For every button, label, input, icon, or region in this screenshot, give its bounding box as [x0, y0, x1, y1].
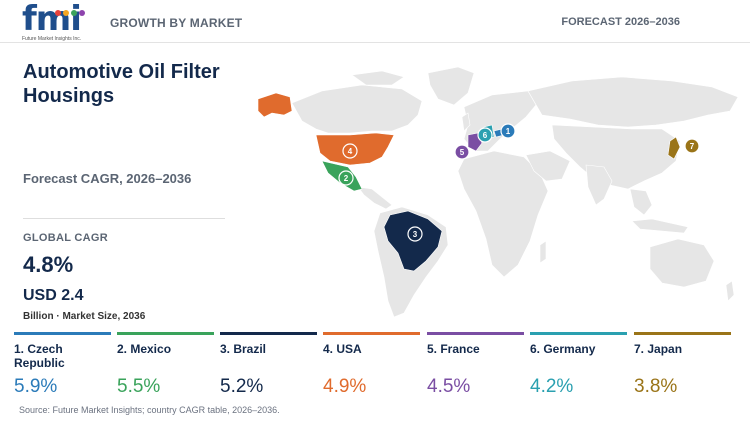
madagascar	[539, 240, 547, 264]
russia	[527, 76, 739, 128]
source-note: Source: Future Market Insights; country …	[19, 405, 280, 415]
global-cagr-label: GLOBAL CAGR	[23, 232, 108, 244]
uk	[461, 112, 471, 132]
marker-label: 7	[690, 142, 695, 151]
country-name: 6. Germany	[530, 342, 596, 356]
country-cagr: 5.2%	[220, 376, 264, 397]
country-cagr: 4.2%	[530, 376, 574, 397]
card-france: 5. France 4.5%	[427, 332, 524, 402]
logo-dots-icon	[55, 10, 85, 16]
country-cagr: 5.9%	[14, 376, 58, 397]
country-name: 7. Japan	[634, 342, 683, 356]
card-accent-bar	[634, 332, 731, 335]
card-germany: 6. Germany 4.2%	[530, 332, 627, 402]
marker-france: 5	[454, 144, 470, 160]
southeast-asia	[629, 188, 653, 216]
card-accent-bar	[220, 332, 317, 335]
forecast-period: FORECAST 2026–2036	[561, 16, 680, 28]
world-map: 1 2 3 4 5 6 7	[257, 66, 739, 318]
marker-label: 5	[460, 148, 465, 157]
marker-czech-republic: 1	[500, 123, 516, 139]
marker-usa: 4	[342, 143, 358, 159]
marker-japan: 7	[684, 138, 700, 154]
marker-brazil: 3	[407, 226, 423, 242]
rank-markers: 1 2 3 4 5 6 7	[338, 123, 700, 242]
card-accent-bar	[14, 332, 111, 335]
japan-region	[667, 136, 681, 160]
new-zealand	[725, 280, 735, 302]
country-name: 4. USA	[323, 342, 362, 356]
card-accent-bar	[323, 332, 420, 335]
fmi-logo[interactable]: fmi Future Market Insights Inc.	[22, 2, 92, 44]
section-title: GROWTH BY MARKET	[110, 16, 243, 30]
page-title: Automotive Oil Filter Housings	[23, 61, 220, 107]
middle-east	[525, 150, 571, 182]
marker-label: 4	[348, 147, 353, 156]
country-name: 2. Mexico	[117, 342, 172, 356]
asia	[551, 124, 681, 190]
canada	[291, 84, 423, 134]
card-brazil: 3. Brazil 5.2%	[220, 332, 317, 402]
country-cagr: 4.9%	[323, 376, 367, 397]
forecast-cagr-label: Forecast CAGR, 2026–2036	[23, 171, 192, 186]
country-name: 5. France	[427, 342, 480, 356]
card-czech-republic: 1. Czech Republic 5.9%	[14, 332, 111, 402]
australia	[649, 238, 715, 288]
marker-label: 6	[483, 131, 488, 140]
country-name: 1. Czech Republic	[14, 342, 65, 370]
marker-mexico: 2	[338, 170, 354, 186]
country-cagr: 3.8%	[634, 376, 678, 397]
card-japan: 7. Japan 3.8%	[634, 332, 731, 402]
divider	[23, 218, 225, 219]
marker-label: 1	[506, 127, 511, 136]
marker-label: 3	[413, 230, 418, 239]
land-masses	[291, 66, 739, 318]
country-name: 3. Brazil	[220, 342, 267, 356]
card-accent-bar	[117, 332, 214, 335]
global-cagr-value: 4.8%	[23, 252, 74, 277]
marker-germany: 6	[477, 127, 493, 143]
central-america	[357, 186, 393, 210]
market-size-note: Billion · Market Size, 2036	[23, 311, 146, 322]
greenland	[427, 66, 475, 106]
card-mexico: 2. Mexico 5.5%	[117, 332, 214, 402]
card-accent-bar	[530, 332, 627, 335]
country-cagr: 4.5%	[427, 376, 471, 397]
alaska-usa	[257, 92, 293, 118]
indonesia	[631, 218, 689, 234]
logo-tagline: Future Market Insights Inc.	[22, 36, 82, 42]
country-cards: 1. Czech Republic 5.9% 2. Mexico 5.5% 3.…	[14, 332, 736, 402]
header: fmi Future Market Insights Inc. GROWTH B…	[0, 0, 750, 43]
market-size-value: USD 2.4	[23, 287, 84, 304]
card-accent-bar	[427, 332, 524, 335]
india	[585, 164, 613, 206]
logo-wordmark: fmi	[22, 0, 82, 39]
country-cagr: 5.5%	[117, 376, 161, 397]
card-usa: 4. USA 4.9%	[323, 332, 420, 402]
marker-label: 2	[344, 174, 349, 183]
arctic-islands	[351, 70, 405, 86]
